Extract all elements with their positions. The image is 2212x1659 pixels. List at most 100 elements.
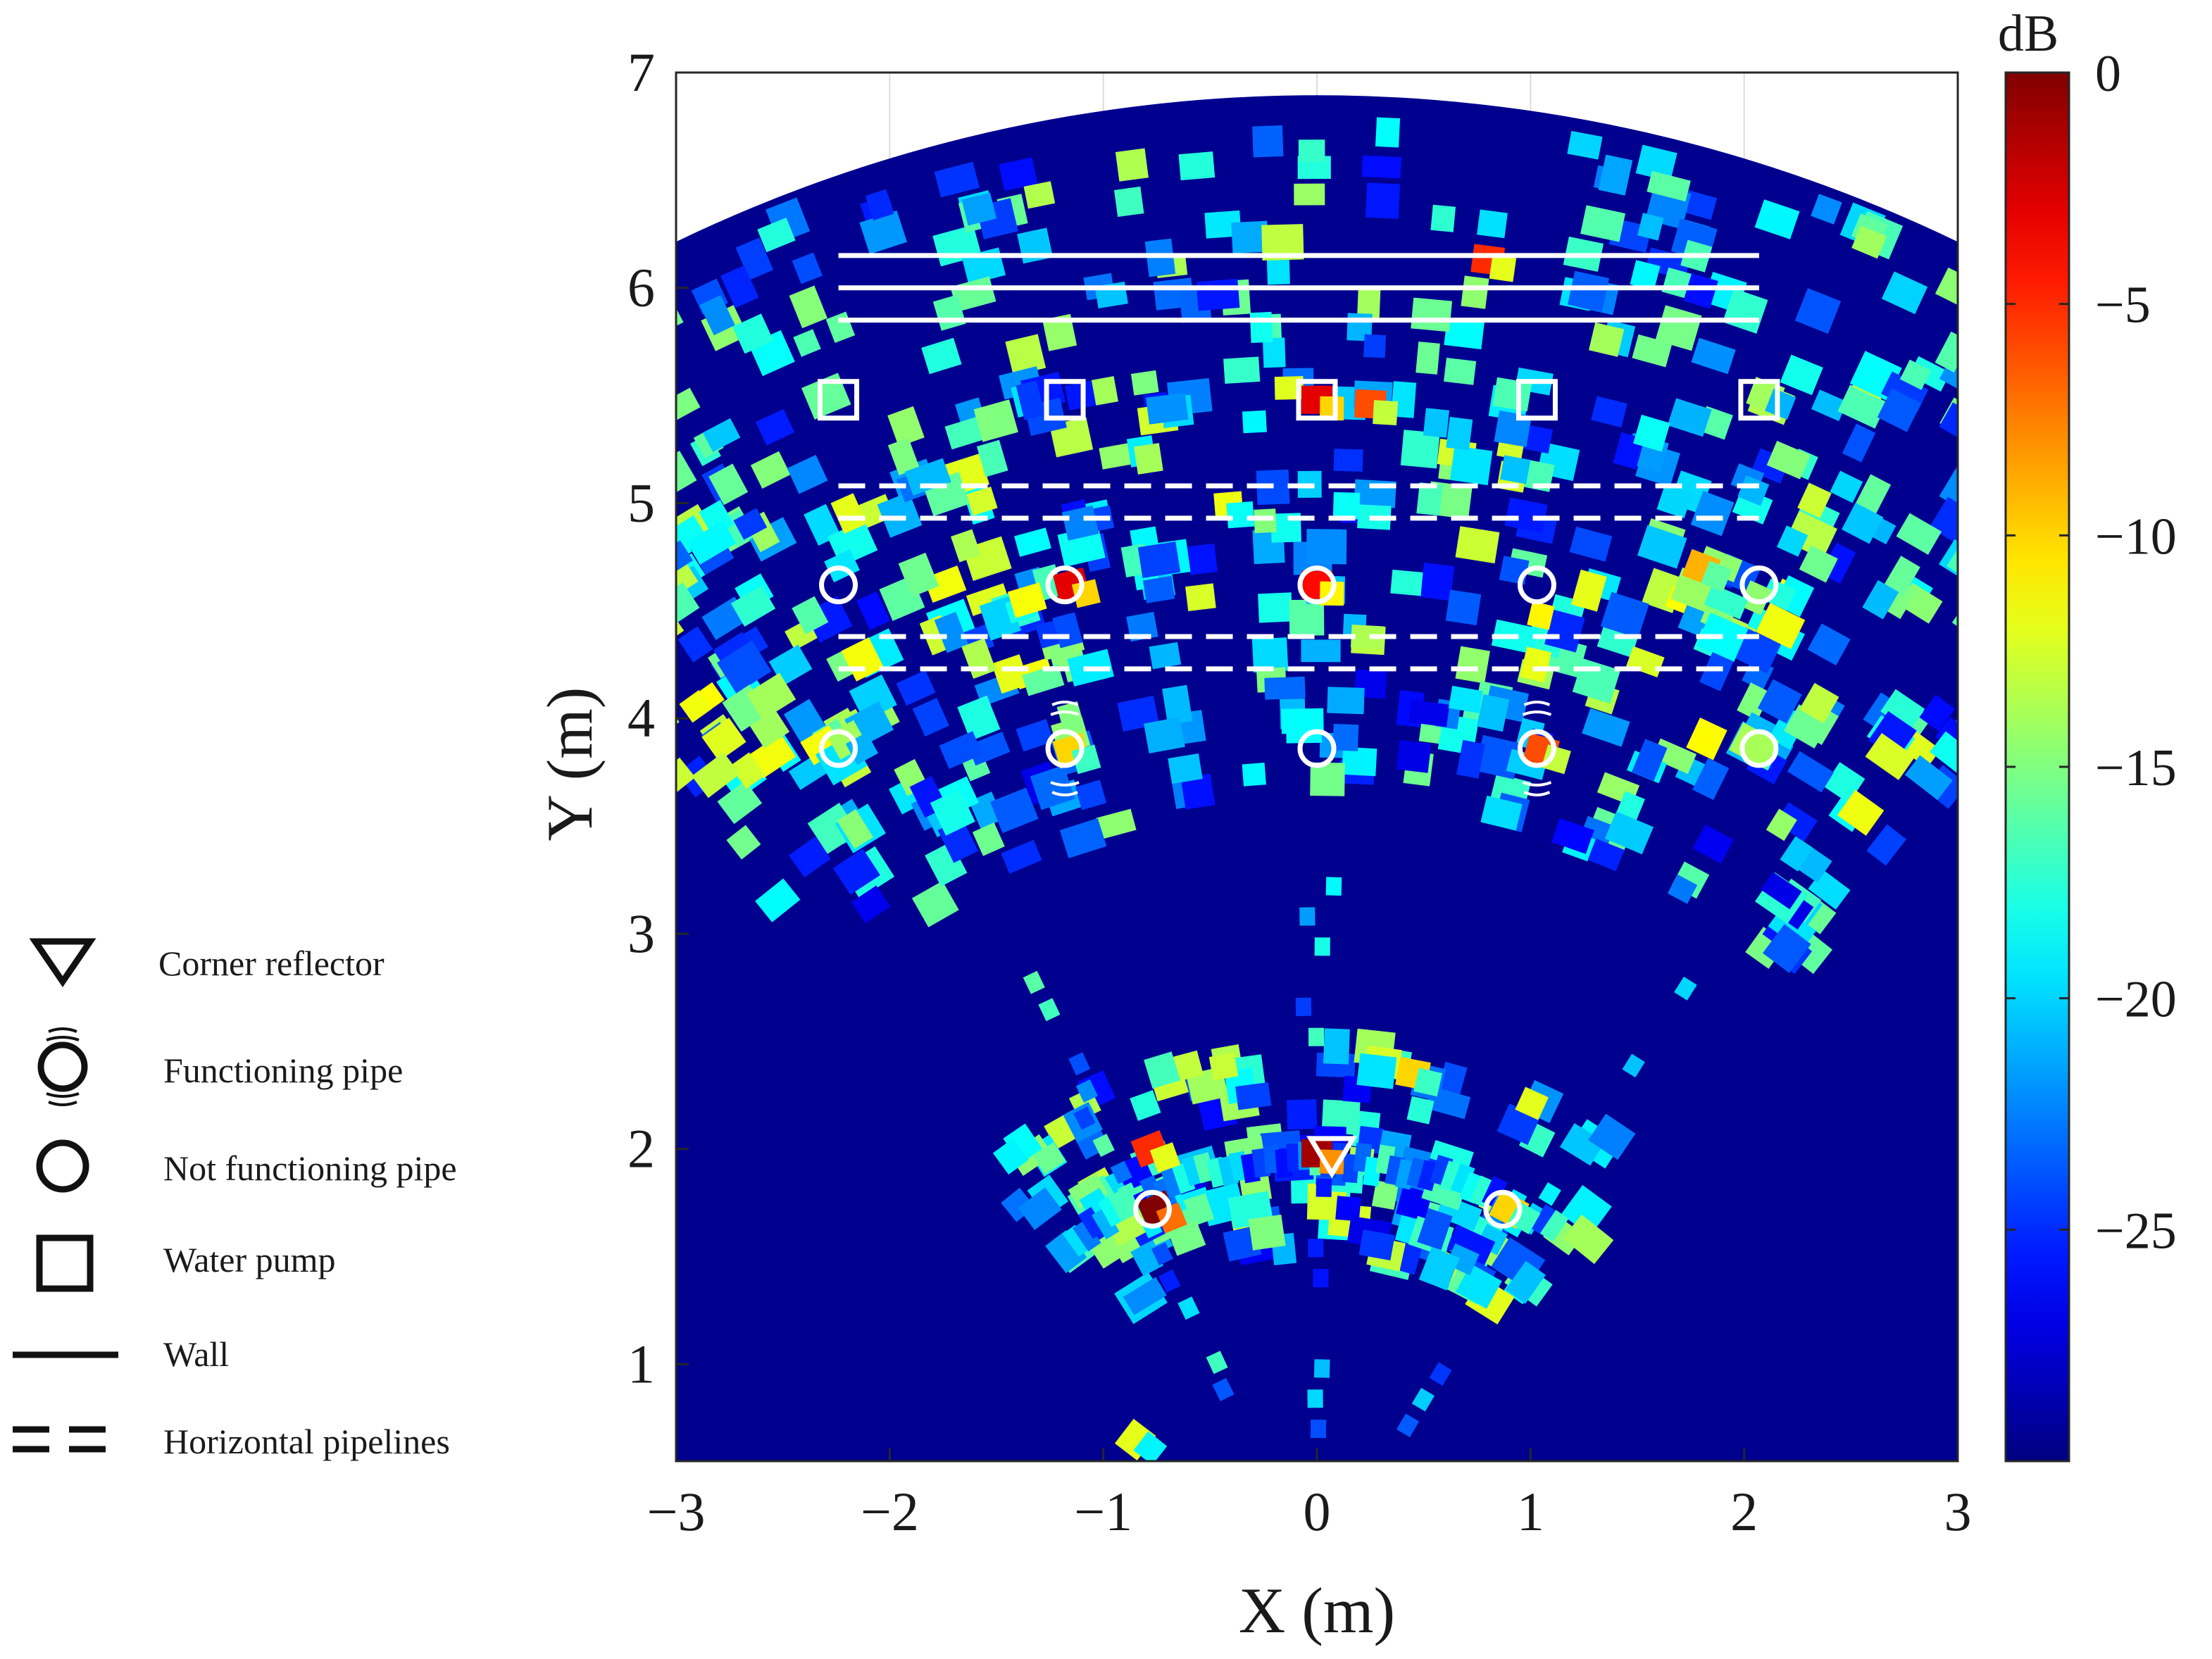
heat-cell bbox=[1001, 839, 1042, 874]
heat-cell bbox=[726, 825, 761, 860]
heat-cell bbox=[1446, 1224, 1496, 1266]
heat-cell bbox=[755, 878, 801, 922]
heat-cell bbox=[1632, 334, 1673, 368]
heat-cell bbox=[676, 387, 701, 420]
heat-cell bbox=[1307, 1389, 1323, 1408]
heat-cell bbox=[904, 458, 951, 496]
heat-cell bbox=[1637, 213, 1664, 241]
heat-cell bbox=[687, 520, 737, 565]
heat-cell bbox=[2163, 403, 2204, 443]
pipe-marker bbox=[1739, 729, 1779, 768]
colorbar-tick-label: −20 bbox=[2095, 971, 2177, 1029]
colorbar-gradient bbox=[2004, 71, 2070, 1463]
heat-cell bbox=[1420, 562, 1455, 601]
heat-cell bbox=[911, 881, 959, 927]
heat-cell bbox=[1461, 275, 1489, 309]
heat-cell bbox=[1775, 802, 1818, 842]
heat-cell bbox=[1448, 685, 1483, 713]
heat-cell bbox=[632, 619, 674, 659]
heat-cell bbox=[992, 654, 1030, 694]
heat-cell bbox=[1133, 1431, 1168, 1461]
legend-triangle-icon bbox=[29, 938, 96, 987]
heat-cell bbox=[1235, 1082, 1272, 1110]
heat-cell bbox=[1527, 601, 1555, 630]
x-axis-ticks: −3 −2 −1 0 1 2 3 bbox=[647, 1448, 1972, 1542]
colorbar-tick-label: 0 bbox=[2095, 45, 2121, 103]
heat-cell bbox=[1144, 717, 1185, 753]
heat-cell bbox=[2099, 425, 2139, 465]
heat-cell bbox=[1451, 1163, 1475, 1195]
heat-cell bbox=[633, 422, 675, 464]
heat-cell bbox=[1591, 396, 1627, 428]
heat-cell bbox=[1646, 170, 1691, 202]
heat-cell bbox=[1416, 482, 1443, 516]
colorbar-tick-label: −5 bbox=[2095, 277, 2151, 334]
heat-cell bbox=[1226, 501, 1255, 529]
heat-cell bbox=[1071, 579, 1101, 608]
heat-cell bbox=[1884, 556, 1920, 596]
heat-cell bbox=[507, 404, 555, 449]
heat-cell bbox=[1371, 1180, 1399, 1210]
heat-cell bbox=[1156, 1202, 1187, 1234]
heat-cell bbox=[921, 337, 962, 375]
heat-cell bbox=[1099, 442, 1134, 470]
heat-cell bbox=[950, 276, 996, 312]
heat-cell bbox=[620, 639, 670, 687]
heat-cell bbox=[859, 210, 907, 254]
heat-cell bbox=[562, 624, 615, 676]
heat-cell bbox=[1455, 526, 1500, 564]
heat-cell bbox=[1780, 836, 1813, 872]
pipe-marker bbox=[819, 729, 858, 768]
heat-cell bbox=[1016, 380, 1045, 420]
x-axis-title: X (m) bbox=[1239, 1575, 1395, 1646]
heat-cell bbox=[1168, 1220, 1206, 1256]
heat-cell bbox=[460, 475, 504, 518]
pipe-marker bbox=[1739, 565, 1779, 605]
heat-cell bbox=[1842, 423, 1876, 463]
legend-label-corner-reflector: Corner reflector bbox=[158, 944, 385, 983]
legend-square-icon bbox=[36, 1234, 94, 1292]
legend-entry-functioning-pipe: Functioning pipe bbox=[37, 1027, 403, 1106]
heat-cell bbox=[543, 463, 585, 506]
heat-cell bbox=[419, 429, 461, 468]
heat-cell bbox=[1582, 708, 1630, 747]
heat-cell bbox=[1830, 470, 1863, 503]
pipe-marker bbox=[1297, 729, 1337, 768]
heat-cell bbox=[1766, 808, 1797, 841]
heat-cell bbox=[750, 451, 791, 489]
heat-cell bbox=[1569, 526, 1613, 562]
heat-cell bbox=[1075, 1079, 1098, 1103]
legend-dashed-line-icon bbox=[13, 1426, 106, 1453]
heat-cell bbox=[1423, 408, 1449, 438]
heat-cell bbox=[1413, 1068, 1443, 1097]
heat-cell bbox=[1252, 125, 1284, 158]
heat-cell bbox=[598, 435, 638, 474]
heat-cell bbox=[849, 674, 897, 722]
heat-cell bbox=[1308, 1239, 1324, 1258]
heat-cell bbox=[1587, 839, 1625, 872]
heat-cell bbox=[755, 408, 795, 446]
heat-cell bbox=[1588, 1113, 1636, 1160]
legend-label-water-pump: Water pump bbox=[163, 1240, 336, 1279]
heat-cell bbox=[1223, 356, 1261, 384]
colorbar-ticks: 0 −5 −10 −15 −20 −25 bbox=[2006, 45, 2177, 1260]
heat-cell bbox=[957, 695, 1001, 741]
heat-cell bbox=[676, 540, 694, 583]
heat-cell bbox=[1761, 578, 1797, 611]
heat-cell bbox=[1294, 183, 1325, 206]
heat-cell bbox=[1799, 545, 1838, 583]
heat-cell bbox=[1251, 637, 1289, 673]
plot-area bbox=[419, 71, 2204, 1463]
heat-cell bbox=[623, 644, 673, 691]
heat-cell bbox=[789, 285, 827, 329]
heat-cell bbox=[1306, 529, 1347, 565]
y-tick-label: 7 bbox=[627, 42, 655, 103]
heat-cell bbox=[1254, 508, 1277, 534]
heat-cell bbox=[1114, 1418, 1156, 1461]
heat-cell bbox=[1032, 1142, 1066, 1175]
heat-cell bbox=[1314, 937, 1330, 956]
heat-cell bbox=[1655, 305, 1702, 351]
heat-cell bbox=[1042, 313, 1077, 351]
heat-cell bbox=[1939, 402, 1958, 446]
